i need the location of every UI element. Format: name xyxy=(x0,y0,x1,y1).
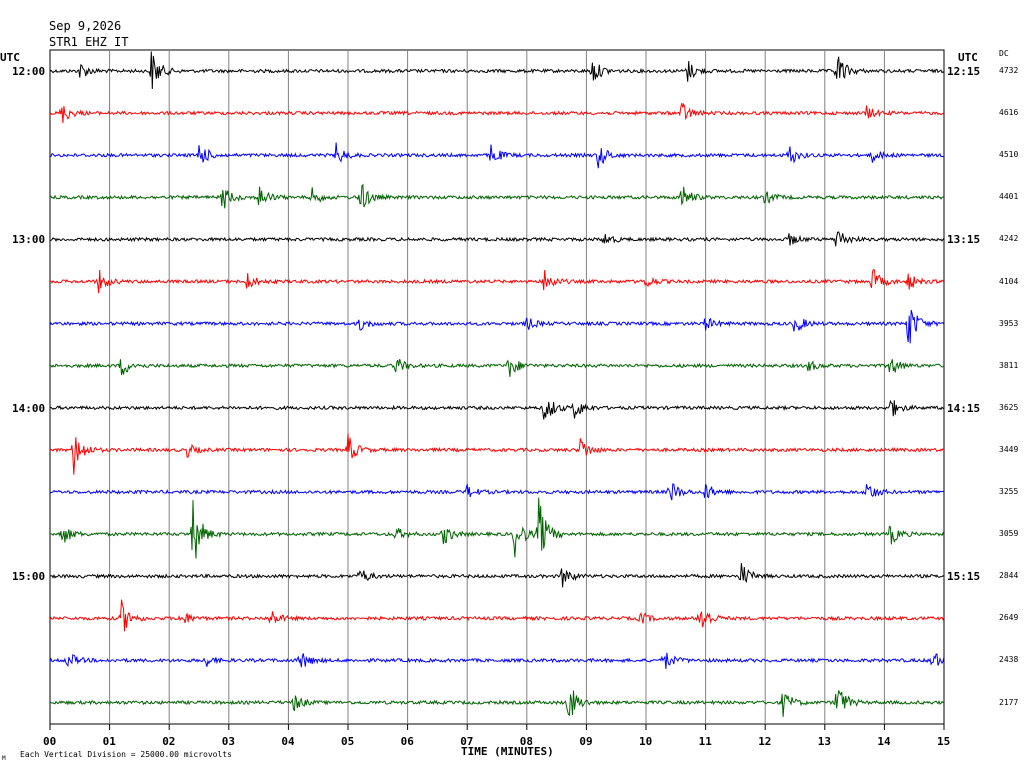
left-time-label: 14:00 xyxy=(12,401,46,415)
right-timezone-label: UTC xyxy=(958,51,978,64)
seismic-trace xyxy=(49,483,945,501)
dc-value-label: 3255 xyxy=(999,487,1019,496)
x-tick-label: 03 xyxy=(221,735,236,748)
seismic-trace xyxy=(49,562,945,588)
dc-value-label: 3059 xyxy=(999,529,1019,539)
dc-value-label: 2844 xyxy=(999,571,1019,581)
seismic-trace xyxy=(49,599,945,632)
dc-value-label: 3449 xyxy=(999,444,1019,454)
dc-header-label: DC xyxy=(999,49,1009,58)
dc-value-label: 4242 xyxy=(999,234,1019,244)
seismic-trace xyxy=(50,268,945,294)
plot-frame xyxy=(49,49,945,725)
seismic-trace xyxy=(49,652,945,670)
seismic-trace xyxy=(49,183,945,209)
x-tick-label: 14 xyxy=(877,735,891,748)
right-time-label: 13:15 xyxy=(947,233,981,247)
seismic-trace xyxy=(49,142,945,169)
dc-value-label: 4104 xyxy=(999,276,1019,286)
x-tick-label: 15 xyxy=(937,735,951,748)
seismic-trace xyxy=(49,497,945,559)
dc-value-label: 4616 xyxy=(999,108,1019,118)
x-axis-title: TIME (MINUTES) xyxy=(461,745,554,758)
left-time-label: 13:00 xyxy=(12,233,46,247)
left-time-label: 12:00 xyxy=(12,65,46,78)
seismic-trace xyxy=(49,231,945,247)
x-tick-label: 04 xyxy=(281,735,295,748)
right-time-label: 14:15 xyxy=(947,401,981,415)
dc-value-label: 2649 xyxy=(999,613,1019,623)
x-tick-label: 02 xyxy=(162,735,176,748)
left-time-label: 15:00 xyxy=(12,570,46,584)
seismic-trace xyxy=(49,690,945,717)
x-tick-label: 10 xyxy=(639,735,653,748)
corner-mark: M xyxy=(2,755,6,762)
x-tick-label: 05 xyxy=(341,735,355,748)
dc-value-label: 4732 xyxy=(999,66,1019,75)
right-time-label: 15:15 xyxy=(947,570,981,584)
right-time-label: 12:15 xyxy=(947,65,981,78)
station-id: STR1 EHZ IT xyxy=(49,35,129,49)
x-tick-label: 11 xyxy=(698,735,712,748)
dc-value-label: 3953 xyxy=(999,318,1019,328)
x-tick-label: 09 xyxy=(579,735,593,748)
x-tick-label: 06 xyxy=(400,735,414,748)
seismic-trace xyxy=(49,399,945,420)
seismic-trace xyxy=(49,358,945,377)
seismic-trace xyxy=(49,102,945,124)
seismic-trace xyxy=(49,309,945,344)
dc-value-label: 3625 xyxy=(999,402,1019,412)
dc-value-label: 4401 xyxy=(999,192,1019,202)
x-tick-label: 07 xyxy=(460,735,474,748)
chart-date: Sep 9,2026 xyxy=(49,19,122,33)
left-timezone-label: UTC xyxy=(0,51,20,64)
seismic-trace xyxy=(49,433,945,475)
x-tick-label: 01 xyxy=(102,735,116,748)
x-tick-label: 08 xyxy=(519,735,534,748)
x-tick-label: 13 xyxy=(817,735,832,748)
dc-value-label: 3811 xyxy=(999,360,1019,370)
x-tick-label: 12 xyxy=(758,735,772,748)
scale-note: Each Vertical Division = 25000.00 microv… xyxy=(20,750,232,759)
dc-value-label: 2438 xyxy=(999,655,1019,665)
seismic-trace xyxy=(49,51,945,90)
dc-value-label: 2177 xyxy=(999,697,1019,707)
dc-value-label: 4510 xyxy=(999,150,1019,160)
x-tick-label: 00 xyxy=(43,735,57,748)
